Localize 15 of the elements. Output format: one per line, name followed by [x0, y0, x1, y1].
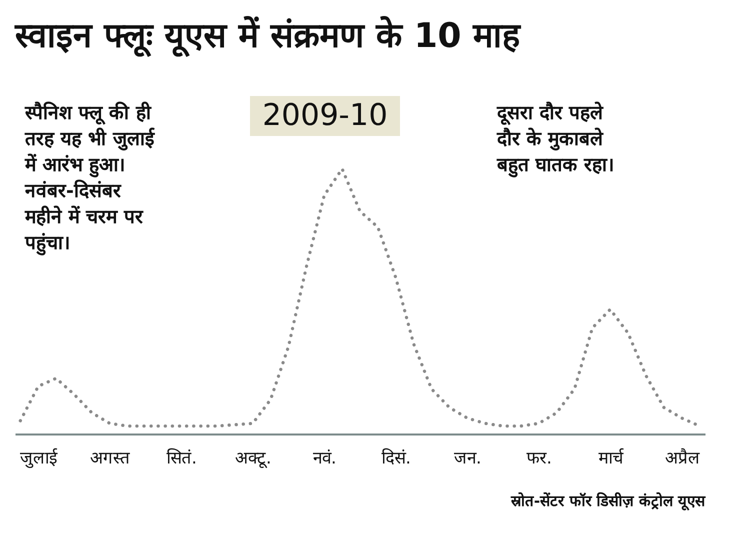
text: स्रोत-सेंटर फॉर डिसीज़ कंट्रोल यूएस: [510, 492, 706, 511]
chart-title: स्वाइन फ्लूः यूएस में संक्रमण के 10 माह: [14, 15, 522, 58]
x-tick-label: फर.: [526, 448, 552, 468]
x-tick-label: नवं.: [313, 448, 336, 468]
x-tick-label: मार्च: [598, 448, 624, 468]
annotation: दूसरा दौर पहले दौर के मुकाबले बहुत घातक रहा।: [496, 101, 614, 178]
x-tick-label: अक्टू.: [235, 448, 272, 468]
x-tick-label: जन.: [454, 448, 482, 468]
annotation: स्पैनिश फ्लू की ही तरह यह भी जुलाई में आरंभ हुआ। नवंबर-दिसंबर महीने में चरम पर पहुंचा।: [24, 101, 155, 256]
x-tick-label: अप्रैल: [664, 448, 700, 468]
x-tick-label: सितं.: [166, 448, 197, 468]
x-tick-label: जुलाई: [20, 448, 58, 468]
x-tick-label: अगस्त: [90, 448, 130, 468]
text: 2009-10: [262, 98, 388, 133]
x-tick-label: दिसं.: [382, 448, 411, 468]
